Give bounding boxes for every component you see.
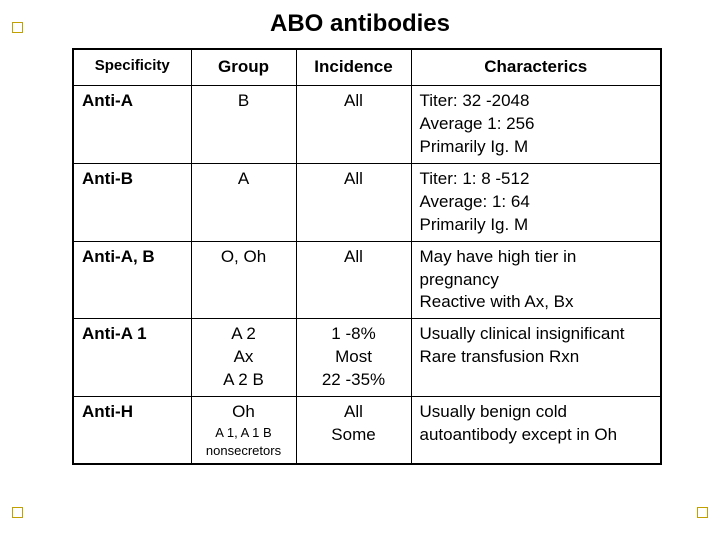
cell-group: A 2AxA 2 B (191, 319, 296, 397)
table-row: Anti-A 1 A 2AxA 2 B 1 -8%Most22 -35% Usu… (73, 319, 661, 397)
cell-incidence: All (296, 85, 411, 163)
table-header-row: Specificity Group Incidence Characterics (73, 49, 661, 85)
cell-characterics: Usually clinical insignificantRare trans… (411, 319, 661, 397)
table-row: Anti-B A All Titer: 1: 8 -512Average: 1:… (73, 163, 661, 241)
header-group: Group (191, 49, 296, 85)
table-row: Anti-H Oh A 1, A 1 Bnonsecretors AllSome… (73, 397, 661, 465)
cell-specificity: Anti-B (73, 163, 191, 241)
cell-incidence: AllSome (296, 397, 411, 465)
header-specificity: Specificity (73, 49, 191, 85)
cell-group: O, Oh (191, 241, 296, 319)
cell-group: B (191, 85, 296, 163)
cell-incidence: All (296, 241, 411, 319)
slide-title: ABO antibodies (0, 10, 720, 38)
cell-group: A (191, 163, 296, 241)
abo-antibodies-table: Specificity Group Incidence Characterics… (72, 48, 662, 465)
cell-characterics: Titer: 32 -2048Average 1: 256Primarily I… (411, 85, 661, 163)
cell-specificity: Anti-A, B (73, 241, 191, 319)
cell-characterics: May have high tier in pregnancyReactive … (411, 241, 661, 319)
cell-group-small: A 1, A 1 Bnonsecretors (200, 424, 288, 459)
cell-characterics: Usually benign cold autoantibody except … (411, 397, 661, 465)
header-characterics: Characterics (411, 49, 661, 85)
cell-specificity: Anti-A 1 (73, 319, 191, 397)
cell-characterics: Titer: 1: 8 -512Average: 1: 64Primarily … (411, 163, 661, 241)
cell-specificity: Anti-A (73, 85, 191, 163)
table-row: Anti-A, B O, Oh All May have high tier i… (73, 241, 661, 319)
cell-group: Oh A 1, A 1 Bnonsecretors (191, 397, 296, 465)
table-row: Anti-A B All Titer: 32 -2048Average 1: 2… (73, 85, 661, 163)
slide: ABO antibodies Specificity Group Inciden… (0, 0, 720, 540)
corner-decoration (697, 507, 708, 518)
cell-incidence: All (296, 163, 411, 241)
cell-incidence: 1 -8%Most22 -35% (296, 319, 411, 397)
header-incidence: Incidence (296, 49, 411, 85)
corner-decoration (12, 507, 23, 518)
cell-group-main: Oh (200, 401, 288, 424)
cell-specificity: Anti-H (73, 397, 191, 465)
